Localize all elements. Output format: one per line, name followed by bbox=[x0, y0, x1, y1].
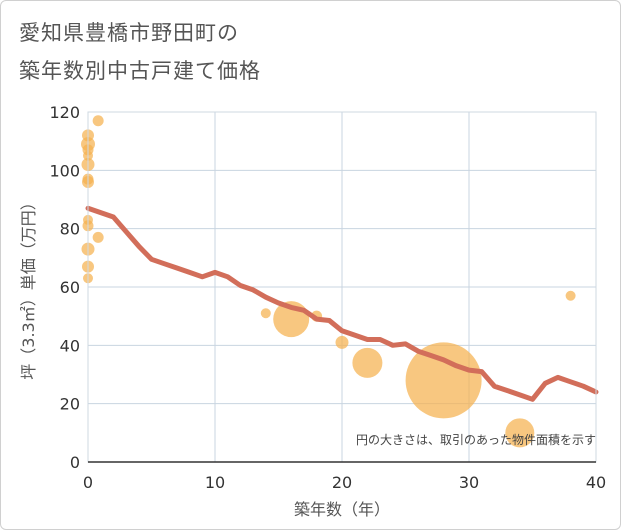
chart-title-line-2: 築年数別中古戸建て価格 bbox=[19, 59, 261, 83]
bubble bbox=[92, 231, 104, 243]
gridlines bbox=[88, 111, 596, 462]
chart-title-line-1: 愛知県豊橋市野田町の bbox=[19, 21, 239, 45]
bubble-size-note: 円の大きさは、取引のあった物件面積を示す bbox=[356, 432, 596, 447]
bubble bbox=[92, 115, 104, 127]
y-tick-label: 80 bbox=[60, 220, 80, 239]
y-axis-label: 坪（3.3㎡）単価（万円） bbox=[19, 194, 38, 379]
average-price-trend-line bbox=[85, 205, 599, 402]
y-tick-label: 20 bbox=[60, 395, 80, 414]
x-tick-label: 10 bbox=[205, 473, 225, 492]
bubble bbox=[260, 308, 271, 319]
bubble bbox=[405, 342, 482, 419]
bubble bbox=[505, 418, 535, 448]
y-axis-ticks: 0 20 40 60 80 100 120 bbox=[49, 103, 80, 472]
x-tick-label: 0 bbox=[83, 473, 93, 492]
x-axis-label: 築年数（年） bbox=[294, 500, 390, 519]
x-tick-label: 20 bbox=[332, 473, 352, 492]
x-tick-label: 30 bbox=[459, 473, 479, 492]
x-axis-ticks: 0 10 20 30 40 bbox=[83, 473, 606, 492]
bubble-series bbox=[81, 115, 576, 448]
x-tick-label: 40 bbox=[586, 473, 606, 492]
y-tick-label: 60 bbox=[60, 278, 80, 297]
bubble bbox=[352, 347, 383, 378]
y-tick-label: 100 bbox=[49, 161, 80, 180]
y-tick-label: 0 bbox=[70, 453, 80, 472]
bubble bbox=[335, 335, 349, 349]
y-tick-label: 120 bbox=[49, 103, 80, 122]
bubble bbox=[565, 290, 576, 301]
y-tick-label: 40 bbox=[60, 336, 80, 355]
